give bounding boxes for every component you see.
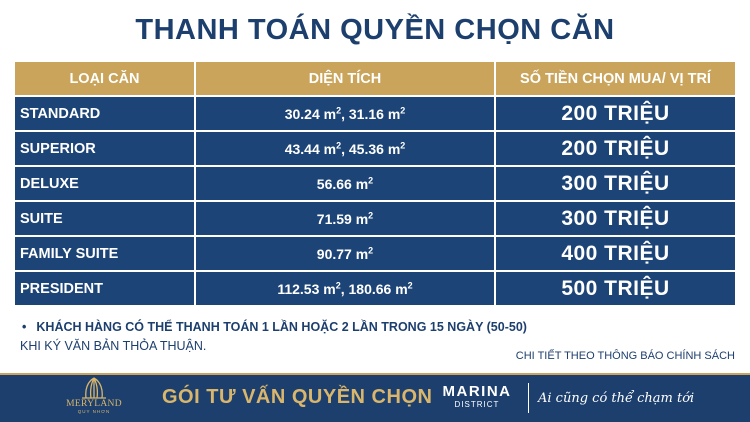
table-row: FAMILY SUITE 90.77 m2 400 TRIỆU	[15, 235, 735, 271]
unit-type-cell: STANDARD	[15, 95, 195, 131]
payment-note-text: KHÁCH HÀNG CÓ THỂ THANH TOÁN 1 LẦN HOẶC …	[36, 320, 527, 334]
header-area: DIỆN TÍCH	[194, 62, 495, 96]
footer-tagline: Ai cũng có thể chạm tới	[538, 391, 695, 406]
table-body: STANDARD 30.24 m2, 31.16 m2 200 TRIỆU SUPER…	[15, 95, 735, 305]
price-cell: 400 TRIỆU	[494, 235, 735, 271]
marina-title: MARINA	[442, 383, 512, 400]
header-unit-type: LOẠI CĂN	[15, 62, 195, 96]
footer-bar	[0, 373, 750, 422]
footer-slogan: GÓI TƯ VẤN QUYỀN CHỌN	[162, 386, 433, 408]
footer-divider	[528, 383, 529, 413]
payment-note-continued: KHI KÝ VĂN BẢN THỎA THUẬN.	[20, 339, 207, 353]
area-cell: 43.44 m2, 45.36 m2	[194, 130, 495, 166]
area-cell: 56.66 m2	[194, 165, 495, 201]
meryland-logo: MERYLAND QUY NHƠN	[54, 376, 134, 422]
table-row: STANDARD 30.24 m2, 31.16 m2 200 TRIỆU	[15, 95, 735, 131]
logo-sub: QUY NHƠN	[77, 409, 111, 414]
area-cell: 30.24 m2, 31.16 m2	[194, 95, 495, 131]
unit-type-cell: FAMILY SUITE	[15, 235, 195, 271]
table-row: DELUXE 56.66 m2 300 TRIỆU	[15, 165, 735, 201]
bullet: •	[22, 320, 27, 334]
price-cell: 500 TRIỆU	[494, 270, 735, 305]
table-row: PRESIDENT 112.53 m2, 180.66 m2 500 TRIỆU	[15, 270, 735, 305]
area-cell: 112.53 m2, 180.66 m2	[194, 270, 495, 305]
logo-name: MERYLAND	[66, 399, 122, 409]
meryland-logo-icon	[82, 377, 106, 399]
unit-type-cell: DELUXE	[15, 165, 195, 201]
area-cell: 90.77 m2	[194, 235, 495, 271]
policy-detail-note: CHI TIẾT THEO THÔNG BÁO CHÍNH SÁCH	[515, 350, 735, 362]
unit-type-cell: PRESIDENT	[15, 270, 195, 305]
marina-sub: DISTRICT	[454, 400, 500, 409]
unit-type-cell: SUITE	[15, 200, 195, 236]
footer-gold-line	[0, 373, 750, 375]
table-header-row: LOẠI CĂN DIỆN TÍCH SỐ TIỀN CHỌN MUA/ VỊ …	[15, 62, 735, 96]
payment-note: • KHÁCH HÀNG CÓ THỂ THANH TOÁN 1 LẦN HOẶC…	[22, 320, 527, 334]
price-cell: 200 TRIỆU	[494, 95, 735, 131]
area-cell: 71.59 m2	[194, 200, 495, 236]
price-cell: 300 TRIỆU	[494, 200, 735, 236]
price-cell: 300 TRIỆU	[494, 165, 735, 201]
unit-type-cell: SUPERIOR	[15, 130, 195, 166]
table-row: SUPERIOR 43.44 m2, 45.36 m2 200 TRIỆU	[15, 130, 735, 166]
header-price: SỐ TIỀN CHỌN MUA/ VỊ TRÍ	[494, 62, 735, 96]
price-cell: 200 TRIỆU	[494, 130, 735, 166]
marina-district-logo: MARINA DISTRICT	[437, 383, 517, 409]
page-title: THANH TOÁN QUYỀN CHỌN CĂN	[135, 14, 615, 46]
price-table: LOẠI CĂN DIỆN TÍCH SỐ TIỀN CHỌN MUA/ VỊ …	[15, 62, 735, 305]
table-row: SUITE 71.59 m2 300 TRIỆU	[15, 200, 735, 236]
